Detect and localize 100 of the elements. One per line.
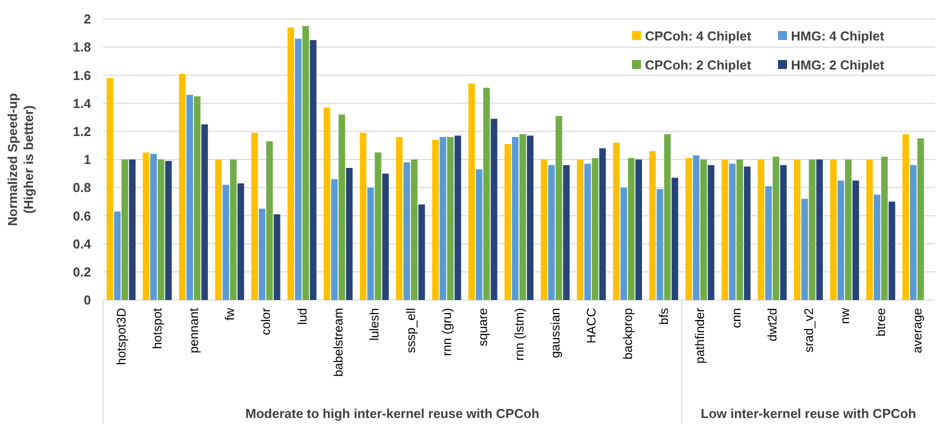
bar [382, 174, 389, 300]
x-tick-label: hotspot [150, 307, 165, 350]
bar [114, 211, 121, 300]
x-tick-label: hotspot3D [114, 308, 128, 365]
legend-label: HMG: 4 Chiplet [791, 28, 885, 44]
bar [613, 142, 620, 300]
bar [852, 180, 860, 300]
bar [294, 38, 302, 300]
bar [186, 94, 193, 300]
bar [106, 78, 114, 300]
bar [504, 144, 512, 300]
legend-label: HMG: 2 Chiplet [791, 58, 885, 73]
bar [512, 137, 519, 300]
bar [692, 155, 700, 300]
bar [490, 118, 498, 300]
legend-label: CPCoh: 4 Chiplet [645, 28, 752, 44]
bar [548, 165, 555, 300]
y-axis-title: Normalized Speed-up (Higher is bettter) [5, 92, 36, 226]
y-tick-label: 2 [84, 12, 91, 27]
text: Moderate to high inter-kernel reuse with CPCoh [245, 406, 540, 421]
bar [403, 162, 410, 300]
bar [599, 148, 606, 300]
bar [656, 189, 664, 300]
x-tick-label: square [476, 308, 490, 346]
bar [526, 136, 534, 300]
bar [664, 134, 671, 300]
bar [765, 186, 772, 300]
bar [222, 184, 230, 300]
bar [128, 160, 136, 300]
bar [628, 158, 635, 300]
bar [418, 204, 425, 300]
bar [201, 124, 208, 300]
x-tick-label: rnn (gru) [440, 308, 454, 356]
bar [729, 164, 736, 300]
bar [331, 179, 338, 300]
x-tick-label: sssp_ell [404, 308, 418, 354]
x-tick-label: lulesh [368, 308, 382, 341]
y-tick-label: 1.2 [72, 124, 91, 139]
bar [881, 156, 888, 300]
bar [447, 137, 454, 300]
bar [519, 134, 526, 300]
bar [483, 88, 490, 300]
bar [302, 26, 309, 300]
bar [238, 183, 244, 300]
bar [838, 180, 844, 300]
x-tick-label: cnn [729, 308, 744, 328]
bar [592, 158, 598, 300]
bar [165, 160, 172, 300]
x-tick-label: gaussian [548, 308, 563, 358]
bar [685, 158, 692, 300]
y-tick-label: 0.2 [72, 264, 91, 280]
bar [194, 96, 200, 300]
bar [122, 160, 128, 300]
y-tick-label: 0.8 [72, 180, 91, 196]
bar [230, 160, 237, 300]
bar [150, 154, 157, 300]
bar [142, 152, 150, 300]
bar [360, 132, 366, 300]
bar [649, 151, 656, 300]
x-tick-label: average [910, 308, 924, 354]
bar [563, 165, 570, 300]
bar [158, 160, 164, 300]
x-tick-label: bfs [657, 308, 672, 325]
y-tick-label: 0 [84, 292, 91, 308]
bar [346, 168, 353, 300]
bar [410, 160, 418, 300]
bar [576, 160, 584, 300]
bar [540, 160, 548, 300]
y-tick-label: 1 [84, 152, 91, 168]
x-tick-label: rnn (lstm) [512, 308, 526, 361]
bar [287, 27, 294, 300]
bar [620, 188, 628, 300]
y-tick-label: 1.8 [72, 40, 91, 55]
bar [917, 138, 924, 300]
bar [396, 137, 403, 300]
bar [772, 156, 780, 300]
text: Low inter-kernel reuse with CPCoh [700, 406, 916, 421]
bar [816, 160, 823, 300]
y-tick-label: 0.6 [72, 208, 91, 224]
bar [635, 160, 642, 300]
bar [866, 160, 873, 300]
x-tick-label: lud [295, 308, 310, 325]
bar [215, 160, 222, 300]
x-tick-label: babelstream [332, 308, 346, 377]
x-tick-label: HACC [584, 308, 599, 344]
bar [780, 165, 787, 300]
bar [266, 141, 273, 300]
y-tick-label: 1.6 [72, 68, 91, 83]
x-tick-label: nw [838, 307, 852, 324]
bar [902, 134, 910, 300]
bar [338, 114, 346, 300]
x-tick-label: dwt2d [766, 308, 780, 342]
bar [468, 84, 475, 300]
bar [910, 165, 916, 300]
bar [556, 116, 562, 300]
bar [672, 178, 678, 300]
bar [324, 108, 330, 300]
bar [274, 214, 280, 300]
bar [888, 202, 896, 300]
bar [440, 137, 446, 300]
